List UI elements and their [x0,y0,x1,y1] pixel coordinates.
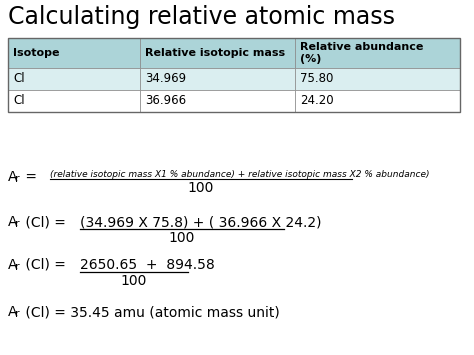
Text: A: A [8,305,18,319]
Text: 2650.65  +  894.58: 2650.65 + 894.58 [80,258,215,272]
FancyBboxPatch shape [295,38,460,68]
Text: =: = [21,170,41,184]
Text: (Cl) = 35.45 amu (atomic mass unit): (Cl) = 35.45 amu (atomic mass unit) [21,305,280,319]
FancyBboxPatch shape [140,68,295,90]
Text: (34.969 X 75.8) + ( 36.966 X 24.2): (34.969 X 75.8) + ( 36.966 X 24.2) [80,215,321,229]
Text: Cl: Cl [13,72,25,86]
FancyBboxPatch shape [140,90,295,112]
Text: r: r [15,262,19,272]
Text: Calculating relative atomic mass: Calculating relative atomic mass [8,5,395,29]
Text: Isotope: Isotope [13,48,60,58]
Text: A: A [8,215,18,229]
Text: A: A [8,170,18,184]
FancyBboxPatch shape [8,90,140,112]
FancyBboxPatch shape [8,68,140,90]
Text: (relative isotopic mass X1 % abundance) + relative isotopic mass X2 % abundance): (relative isotopic mass X1 % abundance) … [50,170,429,179]
Text: (Cl) =: (Cl) = [21,215,70,229]
Text: 100: 100 [188,181,214,195]
Text: r: r [15,174,19,184]
Text: 100: 100 [169,231,195,245]
Text: r: r [15,219,19,229]
FancyBboxPatch shape [295,68,460,90]
Text: 100: 100 [121,274,147,288]
FancyBboxPatch shape [140,38,295,68]
Text: A: A [8,258,18,272]
Text: 24.20: 24.20 [300,94,334,108]
Text: 36.966: 36.966 [145,94,186,108]
Text: Cl: Cl [13,94,25,108]
Text: 34.969: 34.969 [145,72,186,86]
Text: r: r [15,309,19,319]
Text: Relative abundance
(%): Relative abundance (%) [300,42,423,64]
FancyBboxPatch shape [8,38,140,68]
Text: Relative isotopic mass: Relative isotopic mass [145,48,285,58]
Text: 75.80: 75.80 [300,72,333,86]
Text: (Cl) =: (Cl) = [21,258,74,272]
FancyBboxPatch shape [295,90,460,112]
